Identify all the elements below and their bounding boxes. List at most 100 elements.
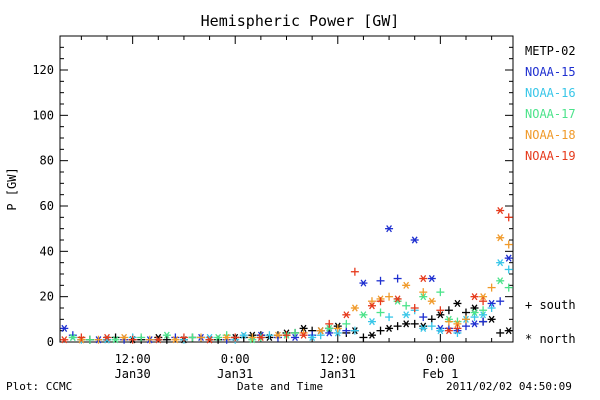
- data-point-north: [350, 304, 359, 312]
- data-point-north: [436, 311, 445, 319]
- data-point-north: [60, 324, 69, 332]
- data-point-north: [325, 324, 334, 332]
- data-point-south: [359, 333, 368, 342]
- data-point-south: [461, 322, 470, 331]
- data-point-south: [479, 297, 488, 306]
- data-point-north: [402, 281, 411, 289]
- data-point-north: [367, 302, 376, 310]
- footer-source: Plot: CCMC: [6, 380, 73, 393]
- data-point-north: [470, 308, 479, 317]
- data-point-north: [470, 320, 479, 328]
- data-point-north: [496, 259, 505, 267]
- data-point-south: [393, 322, 402, 331]
- data-point-south: [461, 315, 470, 324]
- data-point-north: [359, 311, 368, 319]
- data-point-south: [419, 288, 428, 297]
- data-point-north: [470, 304, 479, 312]
- data-point-south: [367, 297, 376, 306]
- data-point-north: [479, 293, 488, 301]
- x-axis-label: Date and Time: [237, 380, 324, 393]
- data-point-south: [197, 333, 206, 342]
- data-point-north: [427, 297, 436, 305]
- data-point-north: [402, 320, 411, 328]
- data-point-south: [342, 319, 351, 328]
- data-point-north: [222, 333, 231, 342]
- data-point-north: [385, 324, 394, 332]
- data-point-north: [256, 333, 265, 342]
- data-point-north: [444, 327, 453, 335]
- data-point-north: [103, 333, 112, 342]
- data-point-north: [367, 318, 376, 326]
- data-point-south: [496, 297, 505, 306]
- data-point-north: [171, 336, 180, 344]
- data-point-south: [461, 308, 470, 317]
- x-tick-label-date: Jan31: [217, 367, 253, 381]
- data-point-north: [316, 327, 325, 335]
- x-tick-label-time: 12:00: [115, 352, 151, 366]
- data-point-north: [419, 324, 428, 332]
- data-point-south: [487, 304, 496, 312]
- data-point-south: [385, 292, 394, 301]
- data-point-south: [188, 333, 197, 342]
- data-point-north: [427, 274, 436, 283]
- data-point-south: [427, 315, 436, 324]
- data-point-south: [94, 335, 103, 344]
- data-point-south: [350, 267, 359, 276]
- data-point-south: [248, 333, 257, 342]
- data-point-north: [308, 333, 317, 342]
- data-point-south: [419, 313, 428, 322]
- data-point-south: [325, 319, 334, 328]
- legend-entry: METP-02: [525, 44, 576, 58]
- y-tick-label: 80: [40, 154, 54, 168]
- data-point-north: [479, 311, 488, 319]
- chart-title: Hemispheric Power [GW]: [200, 12, 400, 30]
- legend-entry: NOAA-16: [525, 86, 576, 100]
- data-point-south: [376, 276, 385, 285]
- plot-frame: [59, 35, 514, 343]
- data-point-north: [496, 234, 505, 242]
- data-point-north: [393, 295, 402, 303]
- data-point-south: [128, 335, 137, 344]
- data-point-north: [487, 315, 496, 323]
- data-point-south: [231, 333, 240, 342]
- data-point-south: [436, 306, 445, 315]
- data-point-north: [162, 331, 171, 339]
- data-point-north: [385, 225, 394, 233]
- legend-entry: NOAA-15: [525, 65, 576, 79]
- y-tick-label: 40: [40, 244, 54, 258]
- data-point-south: [77, 333, 86, 342]
- data-point-north: [367, 331, 376, 339]
- x-tick-label-date: Jan31: [320, 367, 356, 381]
- data-point-south: [453, 324, 462, 333]
- legend-entry: NOAA-18: [525, 128, 576, 142]
- south-marker-key: + south: [525, 298, 576, 312]
- y-axis-label: P [GW]: [5, 167, 19, 210]
- data-point-south: [137, 333, 146, 342]
- data-point-north: [111, 336, 120, 344]
- data-point-north: [496, 277, 505, 285]
- data-point-north: [342, 311, 351, 319]
- data-point-north: [453, 299, 462, 308]
- y-tick-label: 120: [32, 63, 54, 77]
- data-point-north: [359, 279, 368, 287]
- data-point-north: [504, 327, 513, 335]
- data-point-south: [162, 335, 171, 344]
- data-point-south: [282, 331, 291, 340]
- data-point-north: [68, 333, 77, 342]
- data-point-north: [402, 311, 411, 319]
- data-point-south: [427, 322, 436, 331]
- x-tick-label-time: 12:00: [320, 352, 356, 366]
- data-point-south: [333, 324, 342, 333]
- data-point-south: [385, 313, 394, 322]
- data-point-south: [393, 274, 402, 283]
- data-point-south: [376, 308, 385, 317]
- data-point-north: [205, 336, 214, 344]
- data-point-north: [470, 293, 479, 301]
- data-point-south: [376, 326, 385, 335]
- data-point-south: [479, 306, 488, 315]
- data-point-south: [316, 331, 325, 340]
- data-point-north: [299, 331, 308, 339]
- legend-entry: NOAA-19: [525, 149, 576, 163]
- data-point-south: [410, 304, 419, 312]
- data-point-south: [350, 326, 359, 335]
